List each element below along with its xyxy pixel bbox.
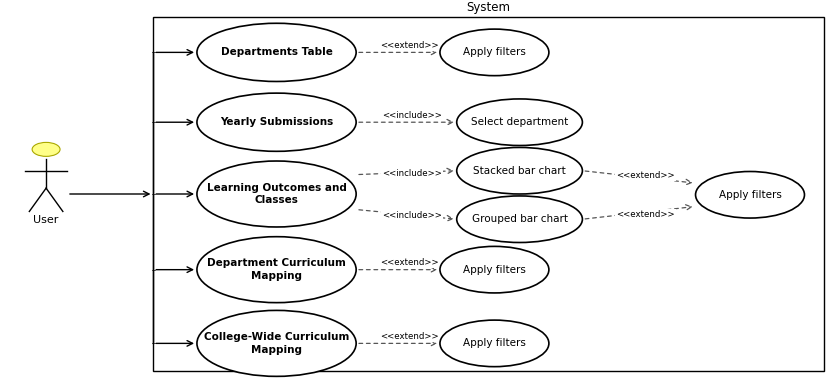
Text: <<extend>>: <<extend>>	[380, 332, 438, 341]
Ellipse shape	[440, 29, 549, 76]
Text: System: System	[467, 1, 510, 14]
Text: User: User	[34, 215, 59, 225]
Text: <<extend>>: <<extend>>	[380, 41, 438, 50]
Ellipse shape	[32, 142, 60, 156]
Text: College-Wide Curriculum
Mapping: College-Wide Curriculum Mapping	[204, 332, 349, 355]
Ellipse shape	[457, 196, 582, 242]
Ellipse shape	[696, 171, 804, 218]
Text: <<extend>>: <<extend>>	[616, 210, 675, 219]
Text: Learning Outcomes and
Classes: Learning Outcomes and Classes	[207, 183, 346, 205]
Text: Apply filters: Apply filters	[463, 338, 526, 348]
Text: Grouped bar chart: Grouped bar chart	[472, 214, 567, 224]
FancyBboxPatch shape	[153, 17, 824, 371]
Ellipse shape	[440, 320, 549, 367]
Text: <<extend>>: <<extend>>	[616, 171, 675, 180]
Text: <<include>>: <<include>>	[382, 111, 442, 120]
Text: <<include>>: <<include>>	[382, 211, 442, 220]
Text: Apply filters: Apply filters	[463, 47, 526, 57]
Ellipse shape	[197, 310, 356, 376]
Text: Yearly Submissions: Yearly Submissions	[220, 117, 334, 127]
Ellipse shape	[457, 147, 582, 194]
Ellipse shape	[197, 23, 356, 81]
Ellipse shape	[197, 93, 356, 151]
Text: Select department: Select department	[471, 117, 568, 127]
Text: <<include>>: <<include>>	[382, 169, 442, 178]
Text: Apply filters: Apply filters	[718, 190, 782, 200]
Text: <<extend>>: <<extend>>	[380, 258, 438, 267]
Ellipse shape	[457, 99, 582, 146]
Text: Department Curriculum
Mapping: Department Curriculum Mapping	[207, 258, 346, 281]
Ellipse shape	[197, 161, 356, 227]
Ellipse shape	[197, 237, 356, 303]
Ellipse shape	[440, 246, 549, 293]
Text: Departments Table: Departments Table	[220, 47, 333, 57]
Text: Apply filters: Apply filters	[463, 265, 526, 275]
Text: Stacked bar chart: Stacked bar chart	[473, 166, 566, 176]
